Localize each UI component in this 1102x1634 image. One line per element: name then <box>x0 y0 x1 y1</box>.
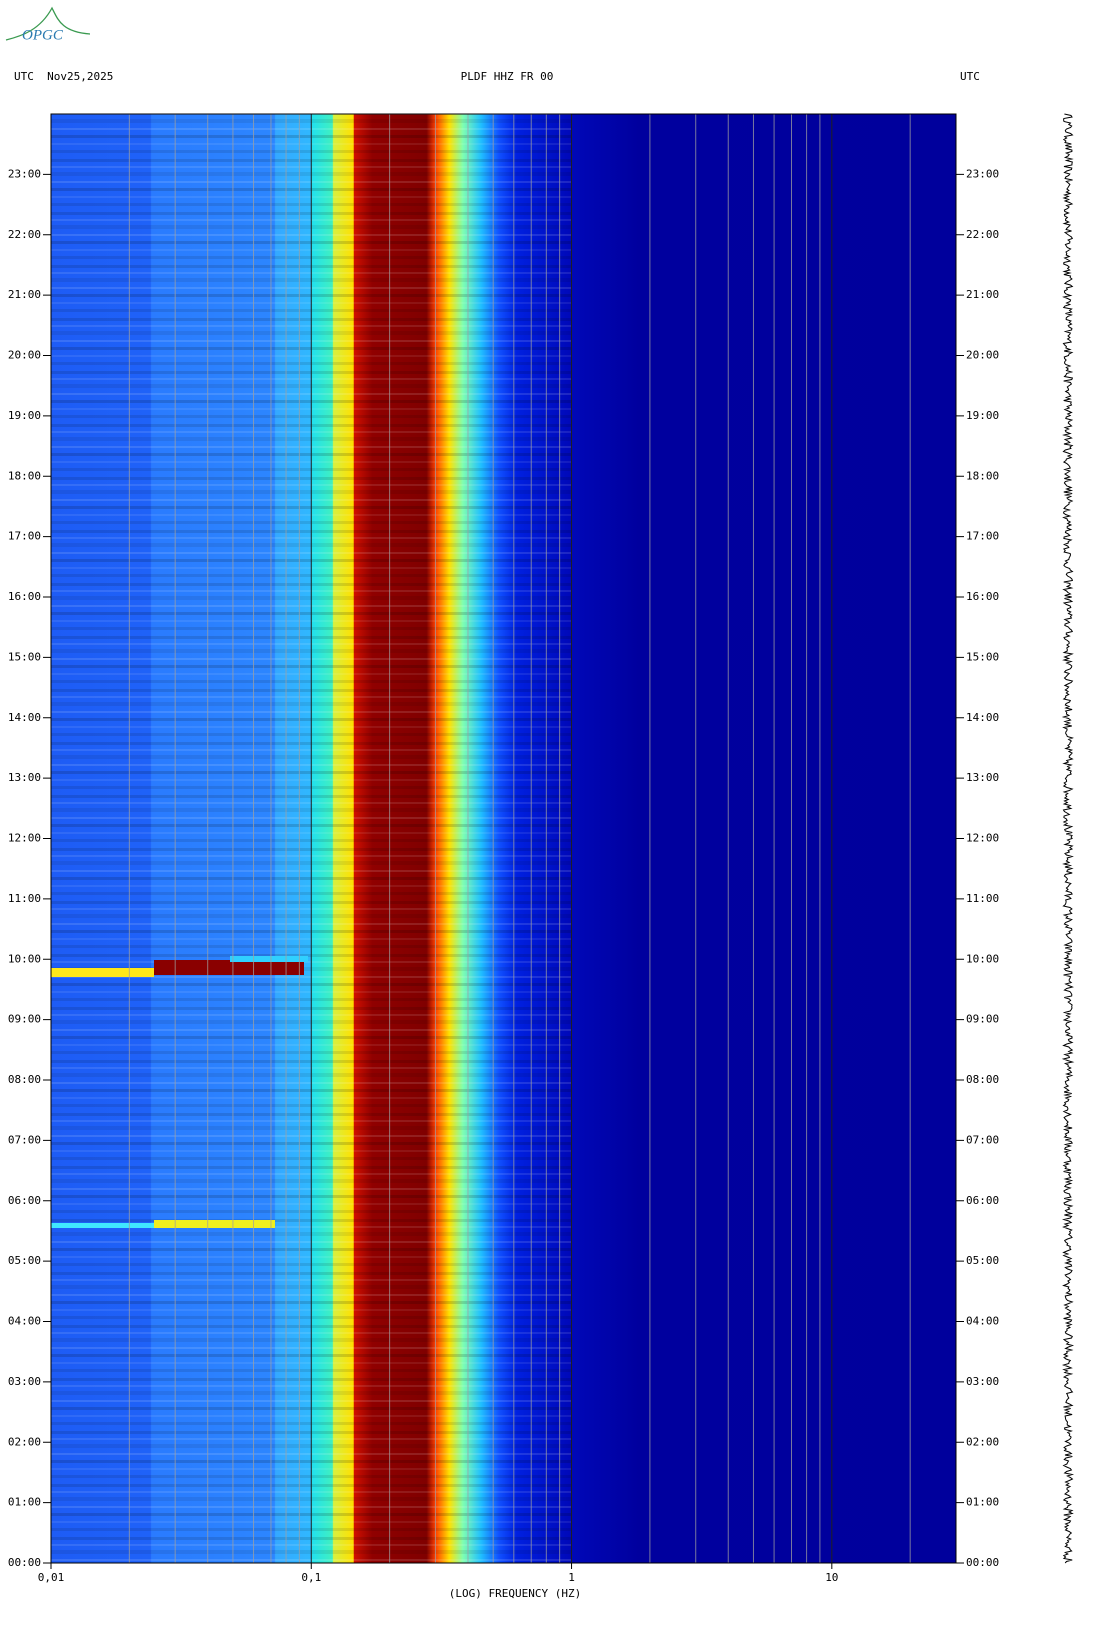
y-tick-label-right: 09:00 <box>966 1013 999 1026</box>
y-tick-label: 22:00 <box>8 228 41 241</box>
y-tick-label: 06:00 <box>8 1194 41 1207</box>
y-tick-label-right: 05:00 <box>966 1254 999 1267</box>
right-label: UTC <box>960 70 980 83</box>
y-tick-label: 04:00 <box>8 1315 41 1328</box>
y-tick-label-right: 22:00 <box>966 228 999 241</box>
y-tick-label: 07:00 <box>8 1133 41 1146</box>
y-tick-label: 08:00 <box>8 1073 41 1086</box>
y-tick-label-right: 00:00 <box>966 1556 999 1569</box>
date-label: UTC Nov25,2025 <box>14 70 113 83</box>
y-tick-label: 09:00 <box>8 1013 41 1026</box>
y-tick-label: 23:00 <box>8 167 41 180</box>
y-tick-label: 14:00 <box>8 711 41 724</box>
y-tick-label: 19:00 <box>8 409 41 422</box>
y-tick-label-right: 11:00 <box>966 892 999 905</box>
seismogram-trace <box>1061 113 1075 1564</box>
x-axis-label: (LOG) FREQUENCY (HZ) <box>449 1587 581 1600</box>
event-band <box>51 968 154 977</box>
plot-frame <box>50 113 957 1564</box>
y-tick-label-right: 21:00 <box>966 288 999 301</box>
y-tick-label: 01:00 <box>8 1496 41 1509</box>
y-tick-label-right: 18:00 <box>966 469 999 482</box>
y-tick-label: 15:00 <box>8 650 41 663</box>
chart-title: PLDF HHZ FR 00 <box>461 70 554 83</box>
x-tick-label: 0,1 <box>301 1571 321 1584</box>
y-tick-label-right: 23:00 <box>966 167 999 180</box>
event-band <box>230 956 308 962</box>
y-tick-label: 05:00 <box>8 1254 41 1267</box>
y-tick-label-right: 02:00 <box>966 1435 999 1448</box>
y-tick-label-right: 04:00 <box>966 1315 999 1328</box>
event-band <box>154 960 304 975</box>
y-tick-label: 10:00 <box>8 952 41 965</box>
y-tick-label-right: 16:00 <box>966 590 999 603</box>
y-tick-label: 00:00 <box>8 1556 41 1569</box>
event-band <box>51 1223 154 1228</box>
y-tick-label-right: 07:00 <box>966 1133 999 1146</box>
y-tick-label-right: 15:00 <box>966 650 999 663</box>
y-tick-label-right: 13:00 <box>966 771 999 784</box>
y-tick-label: 02:00 <box>8 1435 41 1448</box>
y-tick-label: 21:00 <box>8 288 41 301</box>
y-tick-label-right: 06:00 <box>966 1194 999 1207</box>
y-tick-label-right: 08:00 <box>966 1073 999 1086</box>
x-tick-label: 10 <box>825 1571 838 1584</box>
y-tick-label: 20:00 <box>8 349 41 362</box>
y-tick-label: 13:00 <box>8 771 41 784</box>
event-band <box>154 1220 275 1228</box>
y-tick-label: 11:00 <box>8 892 41 905</box>
x-tick-label: 0,01 <box>38 1571 65 1584</box>
x-tick-label: 1 <box>568 1571 575 1584</box>
y-tick-label-right: 20:00 <box>966 349 999 362</box>
y-tick-label-right: 01:00 <box>966 1496 999 1509</box>
y-tick-label: 18:00 <box>8 469 41 482</box>
y-tick-label: 16:00 <box>8 590 41 603</box>
y-tick-label-right: 03:00 <box>966 1375 999 1388</box>
y-tick-label: 03:00 <box>8 1375 41 1388</box>
y-tick-label: 17:00 <box>8 530 41 543</box>
y-tick-label-right: 19:00 <box>966 409 999 422</box>
y-tick-label-right: 17:00 <box>966 530 999 543</box>
logo-swoosh <box>5 6 91 41</box>
y-tick-label-right: 12:00 <box>966 832 999 845</box>
y-tick-label-right: 10:00 <box>966 952 999 965</box>
y-tick-label-right: 14:00 <box>966 711 999 724</box>
logo: OPGC <box>22 27 64 43</box>
y-tick-label: 12:00 <box>8 832 41 845</box>
